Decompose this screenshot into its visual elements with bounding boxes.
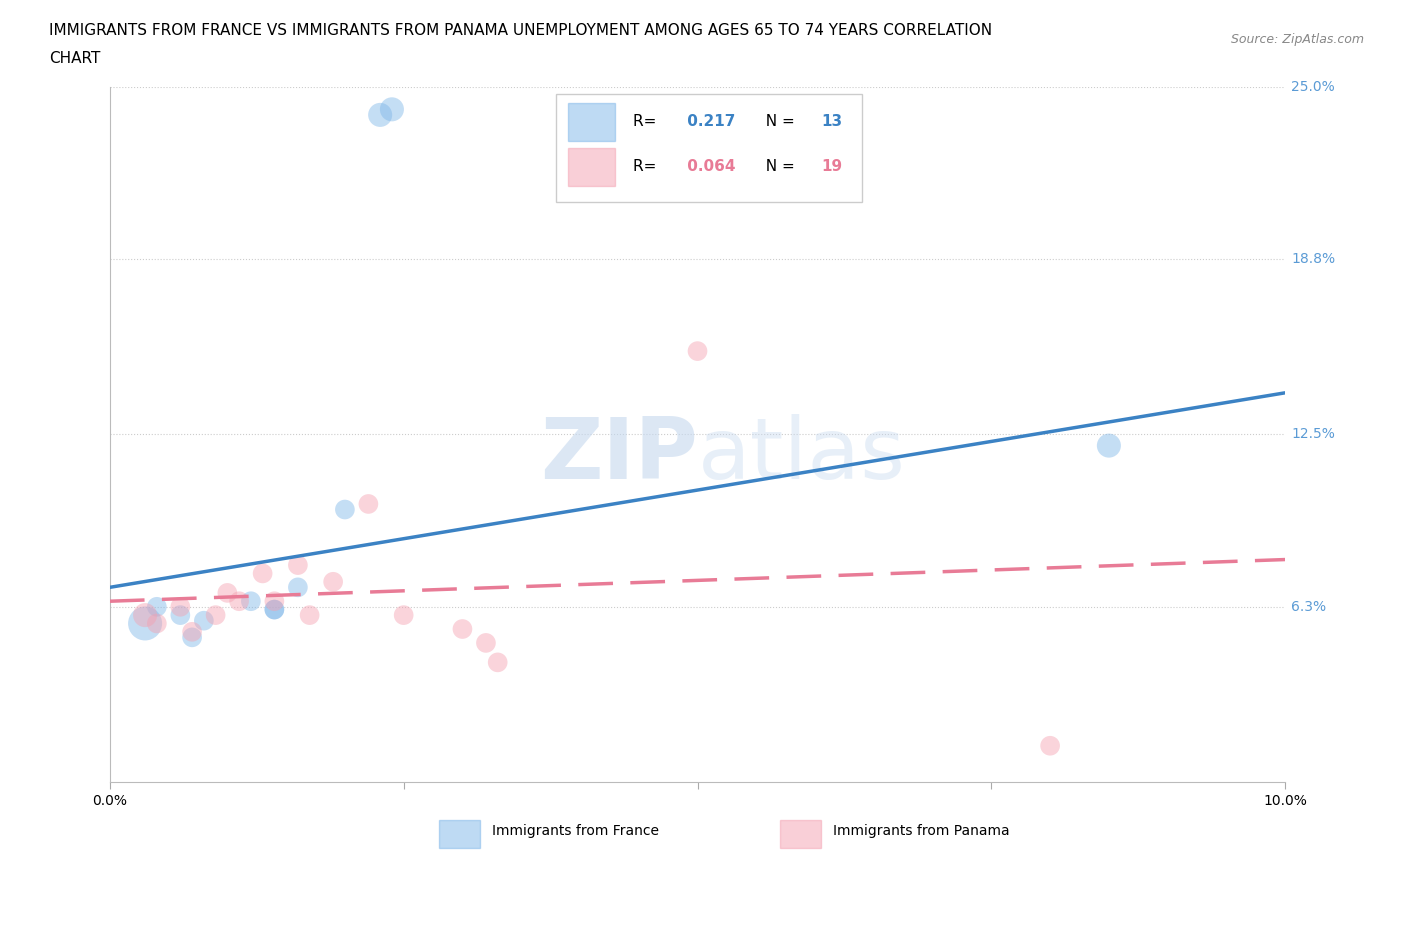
FancyBboxPatch shape [557,94,862,202]
Point [322,575,344,590]
Point [193,613,215,628]
Text: Source: ZipAtlas.com: Source: ZipAtlas.com [1230,33,1364,46]
Text: Immigrants from France: Immigrants from France [492,823,659,838]
FancyBboxPatch shape [780,820,821,848]
Point [146,616,169,631]
Point [686,344,709,359]
FancyBboxPatch shape [568,148,616,186]
Text: IMMIGRANTS FROM FRANCE VS IMMIGRANTS FROM PANAMA UNEMPLOYMENT AMONG AGES 65 TO 7: IMMIGRANTS FROM FRANCE VS IMMIGRANTS FRO… [49,23,993,38]
Point [357,497,380,512]
Point [252,566,274,581]
Point [239,593,262,608]
Point [298,607,321,622]
Text: 12.5%: 12.5% [1291,428,1334,442]
Point [451,621,474,636]
Text: 18.8%: 18.8% [1291,252,1336,266]
Text: N =: N = [756,114,800,129]
Point [134,607,156,622]
Point [333,502,356,517]
Text: 13: 13 [821,114,842,129]
Text: R=: R= [633,160,661,175]
Point [1039,738,1062,753]
Point [263,593,285,608]
Point [263,602,285,617]
Point [368,108,391,123]
Point [1098,438,1121,453]
Text: R=: R= [633,114,661,129]
Point [217,586,239,601]
Text: 0.217: 0.217 [682,114,735,129]
Text: atlas: atlas [697,414,905,497]
Point [287,580,309,595]
Text: 0.064: 0.064 [682,160,735,175]
Point [392,607,415,622]
Text: ZIP: ZIP [540,414,697,497]
Text: N =: N = [756,160,800,175]
Point [134,616,156,631]
Point [475,635,498,650]
Point [181,630,204,644]
Point [228,593,250,608]
Point [181,624,204,639]
Point [169,599,191,614]
Text: 25.0%: 25.0% [1291,80,1334,94]
FancyBboxPatch shape [439,820,479,848]
Point [287,558,309,573]
FancyBboxPatch shape [568,102,616,141]
Point [169,607,191,622]
Text: Immigrants from Panama: Immigrants from Panama [832,823,1010,838]
Point [204,607,226,622]
Point [146,599,169,614]
Text: CHART: CHART [49,51,101,66]
Text: 6.3%: 6.3% [1291,600,1326,614]
Point [263,602,285,617]
Text: 19: 19 [821,160,842,175]
Point [381,102,404,117]
Point [486,655,509,670]
